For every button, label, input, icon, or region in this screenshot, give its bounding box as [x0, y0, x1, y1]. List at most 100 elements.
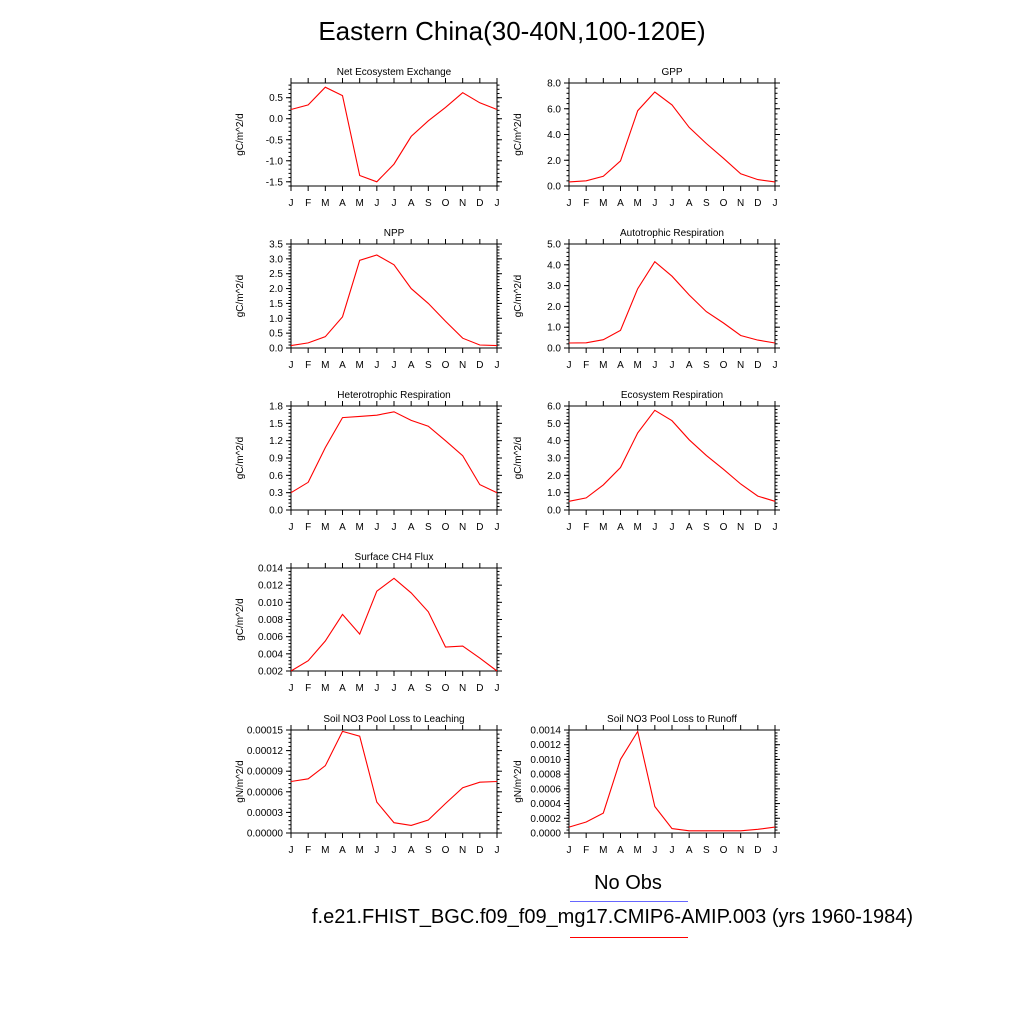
- y-axis-label: gC/m^2/d: [235, 598, 246, 641]
- plot-frame: [290, 729, 498, 834]
- y-tick-label: -0.5: [266, 135, 284, 146]
- y-axis-label: gC/m^2/d: [235, 437, 246, 480]
- y-tick-label: 0.5: [269, 93, 283, 104]
- y-tick-label: 2.0: [547, 471, 561, 482]
- x-tick-label: O: [442, 522, 450, 533]
- x-tick-label: A: [686, 360, 693, 371]
- x-tick-label: S: [703, 360, 710, 371]
- chart-title: GPP: [661, 67, 682, 78]
- x-tick-label: A: [339, 845, 346, 856]
- y-tick-label: 5.0: [547, 240, 561, 251]
- x-tick-label: S: [425, 683, 432, 694]
- series-line: [290, 411, 498, 494]
- x-tick-label: J: [567, 522, 572, 533]
- y-tick-label: 6.0: [547, 402, 561, 413]
- x-tick-label: O: [720, 198, 728, 209]
- x-tick-label: J: [773, 198, 778, 209]
- y-tick-label: 1.0: [547, 323, 561, 334]
- x-tick-label: D: [754, 522, 761, 533]
- chart-title: Ecosystem Respiration: [621, 390, 723, 401]
- x-tick-label: J: [289, 360, 294, 371]
- x-tick-label: O: [442, 198, 450, 209]
- x-tick-label: M: [355, 198, 363, 209]
- y-tick-label: 4.0: [547, 130, 561, 141]
- x-tick-label: A: [408, 522, 415, 533]
- x-tick-label: F: [305, 845, 311, 856]
- x-tick-label: J: [773, 360, 778, 371]
- x-tick-label: J: [289, 522, 294, 533]
- y-tick-label: 0.0: [547, 182, 561, 193]
- y-axis-label: gC/m^2/d: [235, 275, 246, 318]
- chart-title: Net Ecosystem Exchange: [337, 67, 452, 78]
- x-tick-label: M: [633, 360, 641, 371]
- x-tick-label: D: [476, 198, 483, 209]
- y-tick-label: 0.0010: [530, 755, 561, 766]
- x-tick-label: A: [339, 360, 346, 371]
- plot-frame: [568, 243, 776, 349]
- y-tick-label: -1.5: [266, 177, 284, 188]
- x-tick-label: J: [652, 522, 657, 533]
- x-tick-label: A: [339, 683, 346, 694]
- x-tick-label: D: [476, 360, 483, 371]
- x-tick-label: M: [599, 845, 607, 856]
- y-tick-label: 0.0: [547, 344, 561, 355]
- x-tick-label: N: [459, 198, 466, 209]
- y-tick-label: 0.014: [258, 564, 283, 575]
- y-tick-label: 0.00015: [247, 726, 284, 737]
- page-title: Eastern China(30-40N,100-120E): [318, 16, 706, 46]
- y-tick-label: 0.00009: [247, 767, 284, 778]
- chart-panel-5: Heterotrophic Respiration 0.0 0.3 0.6 0.9 1.2…: [235, 390, 502, 533]
- x-tick-label: S: [703, 198, 710, 209]
- x-tick-label: J: [652, 198, 657, 209]
- y-tick-label: 0.0: [269, 506, 283, 517]
- y-axis-label: gC/m^2/d: [235, 113, 246, 156]
- plot-frame: [290, 82, 498, 187]
- x-tick-label: M: [355, 845, 363, 856]
- x-tick-label: M: [599, 360, 607, 371]
- y-tick-label: 0.002: [258, 667, 283, 678]
- chart-panel-6: Ecosystem Respiration 0.0 1.0 2.0 3.0 4.0 5.0 6…: [513, 390, 780, 533]
- x-tick-label: J: [495, 360, 500, 371]
- y-tick-label: 0.0014: [530, 726, 561, 737]
- x-tick-label: J: [670, 522, 675, 533]
- x-tick-label: J: [374, 683, 379, 694]
- x-tick-label: J: [670, 360, 675, 371]
- x-tick-label: F: [305, 360, 311, 371]
- x-tick-label: N: [459, 683, 466, 694]
- x-tick-label: J: [392, 845, 397, 856]
- x-tick-label: F: [305, 198, 311, 209]
- x-tick-label: J: [374, 522, 379, 533]
- x-tick-label: J: [670, 845, 675, 856]
- x-tick-label: J: [652, 360, 657, 371]
- x-tick-label: J: [567, 845, 572, 856]
- y-tick-label: 0.0002: [530, 814, 561, 825]
- y-tick-label: 4.0: [547, 260, 561, 271]
- y-tick-label: 1.0: [547, 488, 561, 499]
- plot-frame: [568, 82, 776, 187]
- x-tick-label: A: [617, 845, 624, 856]
- y-tick-label: 6.0: [547, 104, 561, 115]
- series-line: [290, 86, 498, 183]
- x-tick-label: J: [495, 683, 500, 694]
- x-tick-label: M: [321, 845, 329, 856]
- x-tick-label: J: [392, 198, 397, 209]
- x-tick-label: J: [392, 683, 397, 694]
- y-tick-label: 0.0004: [530, 799, 561, 810]
- x-tick-label: S: [703, 845, 710, 856]
- x-tick-label: S: [425, 360, 432, 371]
- x-tick-label: S: [703, 522, 710, 533]
- x-tick-label: A: [408, 845, 415, 856]
- y-tick-label: 1.8: [269, 402, 283, 413]
- x-tick-label: F: [583, 845, 589, 856]
- plot-frame: [568, 405, 776, 511]
- x-tick-label: A: [617, 198, 624, 209]
- x-tick-label: F: [583, 522, 589, 533]
- y-tick-label: 0.00003: [247, 808, 284, 819]
- plot-frame: [290, 567, 498, 672]
- x-tick-label: J: [392, 522, 397, 533]
- series-line: [290, 577, 498, 672]
- chart-panel-4: Autotrophic Respiration 0.0 1.0 2.0 3.0 4.0 5.…: [513, 228, 780, 371]
- x-tick-label: J: [374, 198, 379, 209]
- x-tick-label: A: [339, 198, 346, 209]
